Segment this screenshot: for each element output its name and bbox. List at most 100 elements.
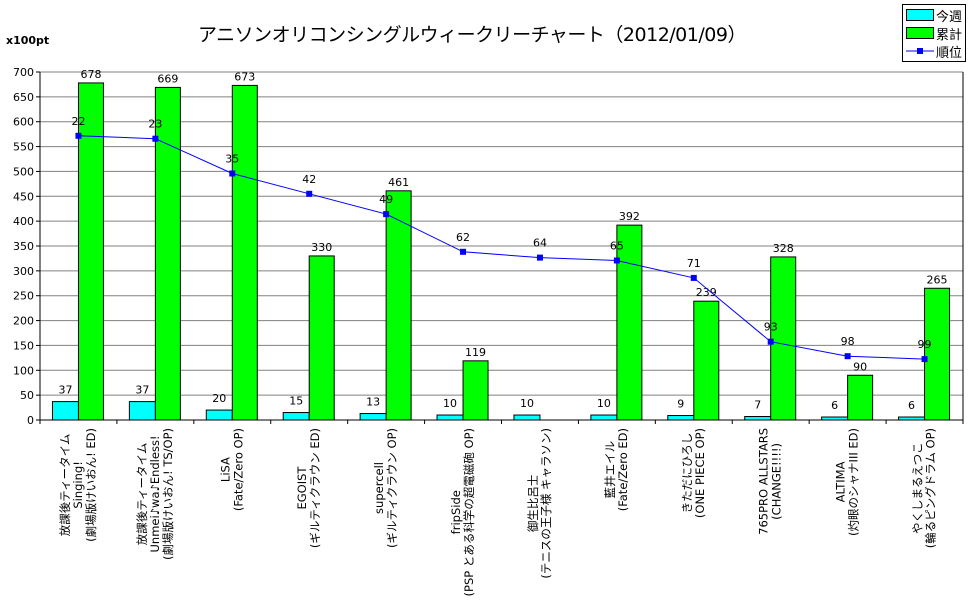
x-tick-label: ALTIMA (灼眼のシャナIII ED) (833, 428, 861, 536)
bar-this-week (513, 414, 541, 421)
bar-this-week (282, 412, 310, 421)
data-label-this-week: 10 (597, 397, 611, 410)
y-tick-label: 400 (13, 215, 34, 228)
x-tick-label: 放課後ティータイム Unmei♪wa♪Endless! (劇場版けいおん! TS… (134, 428, 175, 560)
y-tick-label: 150 (13, 339, 34, 352)
data-label-cumulative: 90 (853, 360, 867, 373)
y-tick-label: 0 (27, 414, 34, 427)
y-tick-label: 300 (13, 265, 34, 278)
data-label-this-week: 7 (754, 399, 761, 412)
rank-marker (536, 254, 543, 261)
y-tick-label: 50 (20, 389, 34, 402)
x-tick-label: 藍井エイル (Fate/Zero ED) (602, 428, 630, 512)
data-label-this-week: 6 (908, 399, 915, 412)
bar-cumulative (77, 82, 104, 421)
bar-this-week (128, 401, 156, 421)
bar-this-week (205, 409, 233, 421)
data-label-this-week: 20 (212, 392, 226, 405)
data-label-cumulative: 669 (157, 72, 178, 85)
y-tick-label: 700 (13, 66, 34, 79)
bar-this-week (590, 414, 618, 421)
x-tick-label: 765PRO ALLSTARS (CHANGE!!!!) (756, 428, 784, 535)
data-label-cumulative: 265 (927, 273, 948, 286)
bar-cumulative (462, 360, 489, 421)
legend-line-marker-icon (906, 48, 934, 54)
rank-marker (613, 257, 620, 264)
rank-marker (460, 248, 467, 255)
data-label-rank: 71 (687, 257, 701, 270)
data-label-rank: 23 (148, 118, 162, 131)
data-label-rank: 49 (379, 193, 393, 206)
rank-marker (690, 274, 697, 281)
data-label-this-week: 13 (366, 396, 380, 409)
data-label-rank: 64 (533, 237, 547, 250)
bar-cumulative (924, 287, 951, 421)
bar-cumulative (154, 86, 181, 421)
bar-cumulative (231, 84, 258, 421)
y-tick-label: 350 (13, 240, 34, 253)
data-label-this-week: 10 (520, 397, 534, 410)
bar-cumulative (847, 374, 874, 421)
data-label-cumulative: 392 (619, 210, 640, 223)
data-label-rank: 42 (302, 173, 316, 186)
x-tick-label: fripSide (PSP とある科学の超電磁砲 OP) (449, 428, 477, 597)
bar-cumulative (308, 255, 335, 421)
y-tick-label: 200 (13, 315, 34, 328)
x-tick-label: 御生比呂士 (テニスの王子様 キャラソン) (525, 428, 553, 579)
y-tick-label: 450 (13, 190, 34, 203)
data-label-this-week: 10 (443, 397, 457, 410)
data-label-cumulative: 673 (234, 70, 255, 83)
data-label-cumulative: 328 (773, 242, 794, 255)
data-label-cumulative: 461 (388, 176, 409, 189)
data-label-rank: 99 (918, 338, 932, 351)
rank-marker (921, 356, 928, 363)
bar-cumulative (385, 190, 412, 421)
legend-swatch-cyan (906, 9, 934, 21)
bar-this-week (51, 401, 79, 421)
x-tick-label: supercell (ギルティクラウン OP) (372, 428, 400, 548)
legend-item-cumulative: 累計 (906, 25, 963, 43)
rank-marker (844, 353, 851, 360)
data-label-rank: 62 (456, 231, 470, 244)
data-label-this-week: 9 (677, 398, 684, 411)
rank-marker (767, 338, 774, 345)
rank-line (78, 135, 925, 360)
data-label-rank: 35 (225, 153, 239, 166)
rank-marker (306, 190, 313, 197)
data-label-cumulative: 119 (465, 346, 486, 359)
data-label-this-week: 37 (135, 384, 149, 397)
rank-marker (75, 132, 82, 139)
data-label-rank: 65 (610, 240, 624, 253)
data-label-cumulative: 678 (80, 68, 101, 81)
bar-this-week (359, 413, 387, 421)
y-tick-label: 250 (13, 290, 34, 303)
data-label-cumulative: 330 (311, 241, 332, 254)
bar-cumulative (693, 300, 720, 421)
data-label-rank: 98 (841, 335, 855, 348)
y-tick-label: 600 (13, 116, 34, 129)
x-tick-label: LiSA (Fate/Zero OP) (218, 428, 246, 512)
y-tick-label: 100 (13, 364, 34, 377)
legend-label: 累計 (936, 27, 963, 43)
rank-marker (152, 135, 159, 142)
data-label-this-week: 37 (58, 384, 72, 397)
legend-label: 今週 (936, 9, 963, 25)
rank-marker (383, 211, 390, 218)
data-label-rank: 22 (71, 115, 85, 128)
x-tick-label: 放課後ティータイム Singing! (劇場版けいおん! ED) (57, 428, 98, 542)
data-label-this-week: 15 (289, 395, 303, 408)
bar-this-week (667, 415, 695, 421)
y-tick-label: 500 (13, 165, 34, 178)
legend: 今週 累計 順位 (902, 4, 966, 62)
x-tick-label: EGOIST (ギルティクラウン ED) (295, 428, 323, 549)
bar-cumulative (770, 256, 797, 421)
rank-marker (229, 170, 236, 177)
legend-item-rank: 順位 (906, 43, 962, 61)
data-label-this-week: 6 (831, 399, 838, 412)
x-tick-label: やくしまるえつこ (輪るピングドラム OP) (910, 428, 938, 549)
data-label-rank: 93 (764, 321, 778, 334)
data-label-cumulative: 239 (696, 286, 717, 299)
y-axis-unit-label: x100pt (6, 34, 50, 47)
